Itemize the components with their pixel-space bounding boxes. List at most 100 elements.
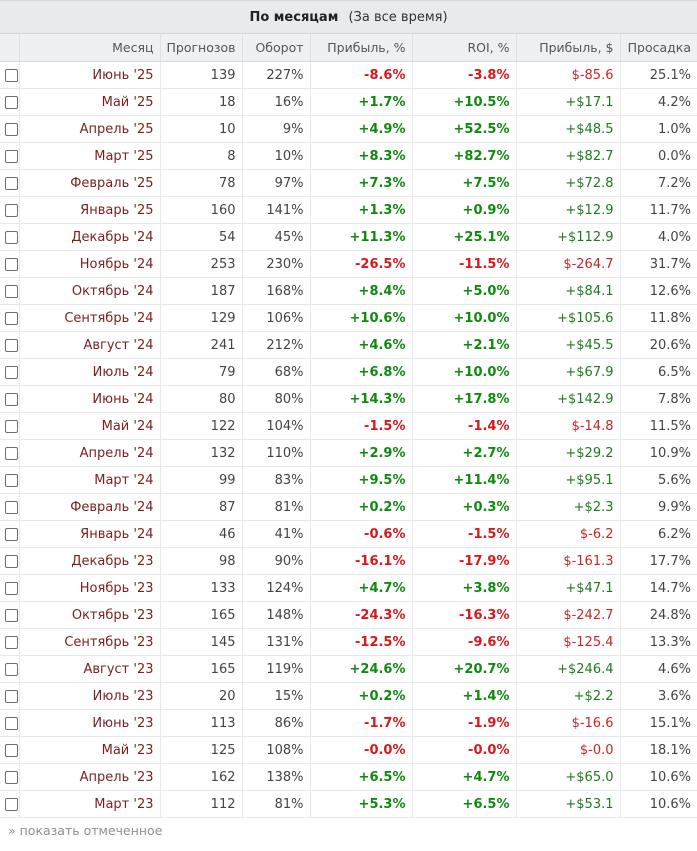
roi-cell: +5.0% — [412, 277, 517, 305]
roi-cell: +10.0% — [412, 358, 517, 386]
forecasts-cell: 80 — [160, 385, 243, 413]
table-row: Март '25 8 10% +8.3% +82.7% +$82.7 0.0% — [0, 142, 697, 170]
row-checkbox[interactable] — [5, 554, 18, 568]
row-checkbox[interactable] — [5, 797, 18, 811]
row-checkbox[interactable] — [5, 716, 18, 730]
profit-usd-cell: $-0.0 — [516, 736, 621, 764]
col-header-forecasts[interactable]: Прогнозов — [160, 34, 243, 62]
row-checkbox[interactable] — [5, 608, 18, 622]
profit-pct-cell: +4.6% — [310, 331, 413, 359]
col-header-roi[interactable]: ROI, % — [412, 34, 517, 62]
row-checkbox[interactable] — [5, 95, 18, 109]
month-cell: Сентябрь '24 — [19, 304, 161, 332]
profit-pct-cell: +7.3% — [310, 169, 413, 197]
row-checkbox[interactable] — [5, 392, 18, 406]
month-cell: Ноябрь '24 — [19, 250, 161, 278]
row-checkbox[interactable] — [5, 284, 18, 298]
profit-pct-cell: -12.5% — [310, 628, 413, 656]
month-cell: Апрель '25 — [19, 115, 161, 143]
row-checkbox[interactable] — [5, 770, 18, 784]
turnover-cell: 81% — [242, 493, 311, 521]
profit-pct-cell: +1.7% — [310, 88, 413, 116]
profit-pct-cell: +2.9% — [310, 439, 413, 467]
roi-cell: +11.4% — [412, 466, 517, 494]
drawdown-cell: 7.8% — [620, 385, 697, 413]
drawdown-cell: 31.7% — [620, 250, 697, 278]
row-checkbox[interactable] — [5, 743, 18, 757]
col-header-profit-usd[interactable]: Прибыль, $ — [516, 34, 621, 62]
row-checkbox[interactable] — [5, 68, 18, 82]
row-checkbox[interactable] — [5, 176, 18, 190]
show-selected-link[interactable]: » показать отмеченное — [8, 823, 163, 838]
forecasts-cell: 165 — [160, 601, 243, 629]
turnover-cell: 16% — [242, 88, 311, 116]
row-checkbox[interactable] — [5, 149, 18, 163]
forecasts-cell: 122 — [160, 412, 243, 440]
profit-usd-cell: $-125.4 — [516, 628, 621, 656]
month-cell: Август '23 — [19, 655, 161, 683]
profit-usd-cell: +$48.5 — [516, 115, 621, 143]
drawdown-cell: 11.8% — [620, 304, 697, 332]
row-checkbox[interactable] — [5, 581, 18, 595]
month-cell: Декабрь '23 — [19, 547, 161, 575]
row-checkbox-cell — [0, 655, 20, 683]
profit-pct-cell: +6.5% — [310, 763, 413, 791]
row-checkbox[interactable] — [5, 311, 18, 325]
row-checkbox[interactable] — [5, 473, 18, 487]
drawdown-cell: 15.1% — [620, 709, 697, 737]
row-checkbox[interactable] — [5, 662, 18, 676]
row-checkbox[interactable] — [5, 230, 18, 244]
table-row: Апрель '24 132 110% +2.9% +2.7% +$29.2 10.9% — [0, 439, 697, 467]
col-header-profit-pct[interactable]: Прибыль, % — [310, 34, 413, 62]
drawdown-cell: 18.1% — [620, 736, 697, 764]
row-checkbox[interactable] — [5, 635, 18, 649]
forecasts-cell: 10 — [160, 115, 243, 143]
row-checkbox-cell — [0, 196, 20, 224]
table-row: Октябрь '24 187 168% +8.4% +5.0% +$84.1 12.6% — [0, 277, 697, 305]
forecasts-cell: 98 — [160, 547, 243, 575]
row-checkbox[interactable] — [5, 365, 18, 379]
drawdown-cell: 3.6% — [620, 682, 697, 710]
forecasts-cell: 165 — [160, 655, 243, 683]
roi-cell: -3.8% — [412, 61, 517, 89]
drawdown-cell: 10.6% — [620, 763, 697, 791]
turnover-cell: 68% — [242, 358, 311, 386]
row-checkbox-cell — [0, 628, 20, 656]
month-cell: Ноябрь '23 — [19, 574, 161, 602]
profit-pct-cell: +0.2% — [310, 682, 413, 710]
row-checkbox-cell — [0, 88, 20, 116]
row-checkbox[interactable] — [5, 446, 18, 460]
forecasts-cell: 20 — [160, 682, 243, 710]
table-row: Июнь '23 113 86% -1.7% -1.9% $-16.6 15.1% — [0, 709, 697, 737]
profit-usd-cell: +$142.9 — [516, 385, 621, 413]
col-header-drawdown[interactable]: Просадка — [620, 34, 697, 62]
row-checkbox[interactable] — [5, 257, 18, 271]
profit-usd-cell: +$2.3 — [516, 493, 621, 521]
panel-header: По месяцам (За все время) — [0, 0, 697, 34]
table-row: Июнь '25 139 227% -8.6% -3.8% $-85.6 25.1% — [0, 61, 697, 89]
col-header-month[interactable]: Месяц — [19, 34, 161, 62]
profit-usd-cell: +$17.1 — [516, 88, 621, 116]
forecasts-cell: 54 — [160, 223, 243, 251]
profit-usd-cell: +$47.1 — [516, 574, 621, 602]
row-checkbox[interactable] — [5, 689, 18, 703]
table-row: Май '23 125 108% -0.0% -0.0% $-0.0 18.1% — [0, 736, 697, 764]
row-checkbox[interactable] — [5, 500, 18, 514]
forecasts-cell: 46 — [160, 520, 243, 548]
row-checkbox[interactable] — [5, 419, 18, 433]
roi-cell: -9.6% — [412, 628, 517, 656]
row-checkbox[interactable] — [5, 203, 18, 217]
table-row: Октябрь '23 165 148% -24.3% -16.3% $-242.7 24.… — [0, 601, 697, 629]
col-header-turnover[interactable]: Оборот — [242, 34, 311, 62]
table-row: Январь '25 160 141% +1.3% +0.9% +$12.9 11.7% — [0, 196, 697, 224]
row-checkbox[interactable] — [5, 338, 18, 352]
roi-cell: -1.4% — [412, 412, 517, 440]
row-checkbox-cell — [0, 520, 20, 548]
row-checkbox-cell — [0, 277, 20, 305]
drawdown-cell: 7.2% — [620, 169, 697, 197]
roi-cell: +4.7% — [412, 763, 517, 791]
roi-cell: +10.5% — [412, 88, 517, 116]
row-checkbox[interactable] — [5, 122, 18, 136]
roi-cell: +0.9% — [412, 196, 517, 224]
row-checkbox[interactable] — [5, 527, 18, 541]
